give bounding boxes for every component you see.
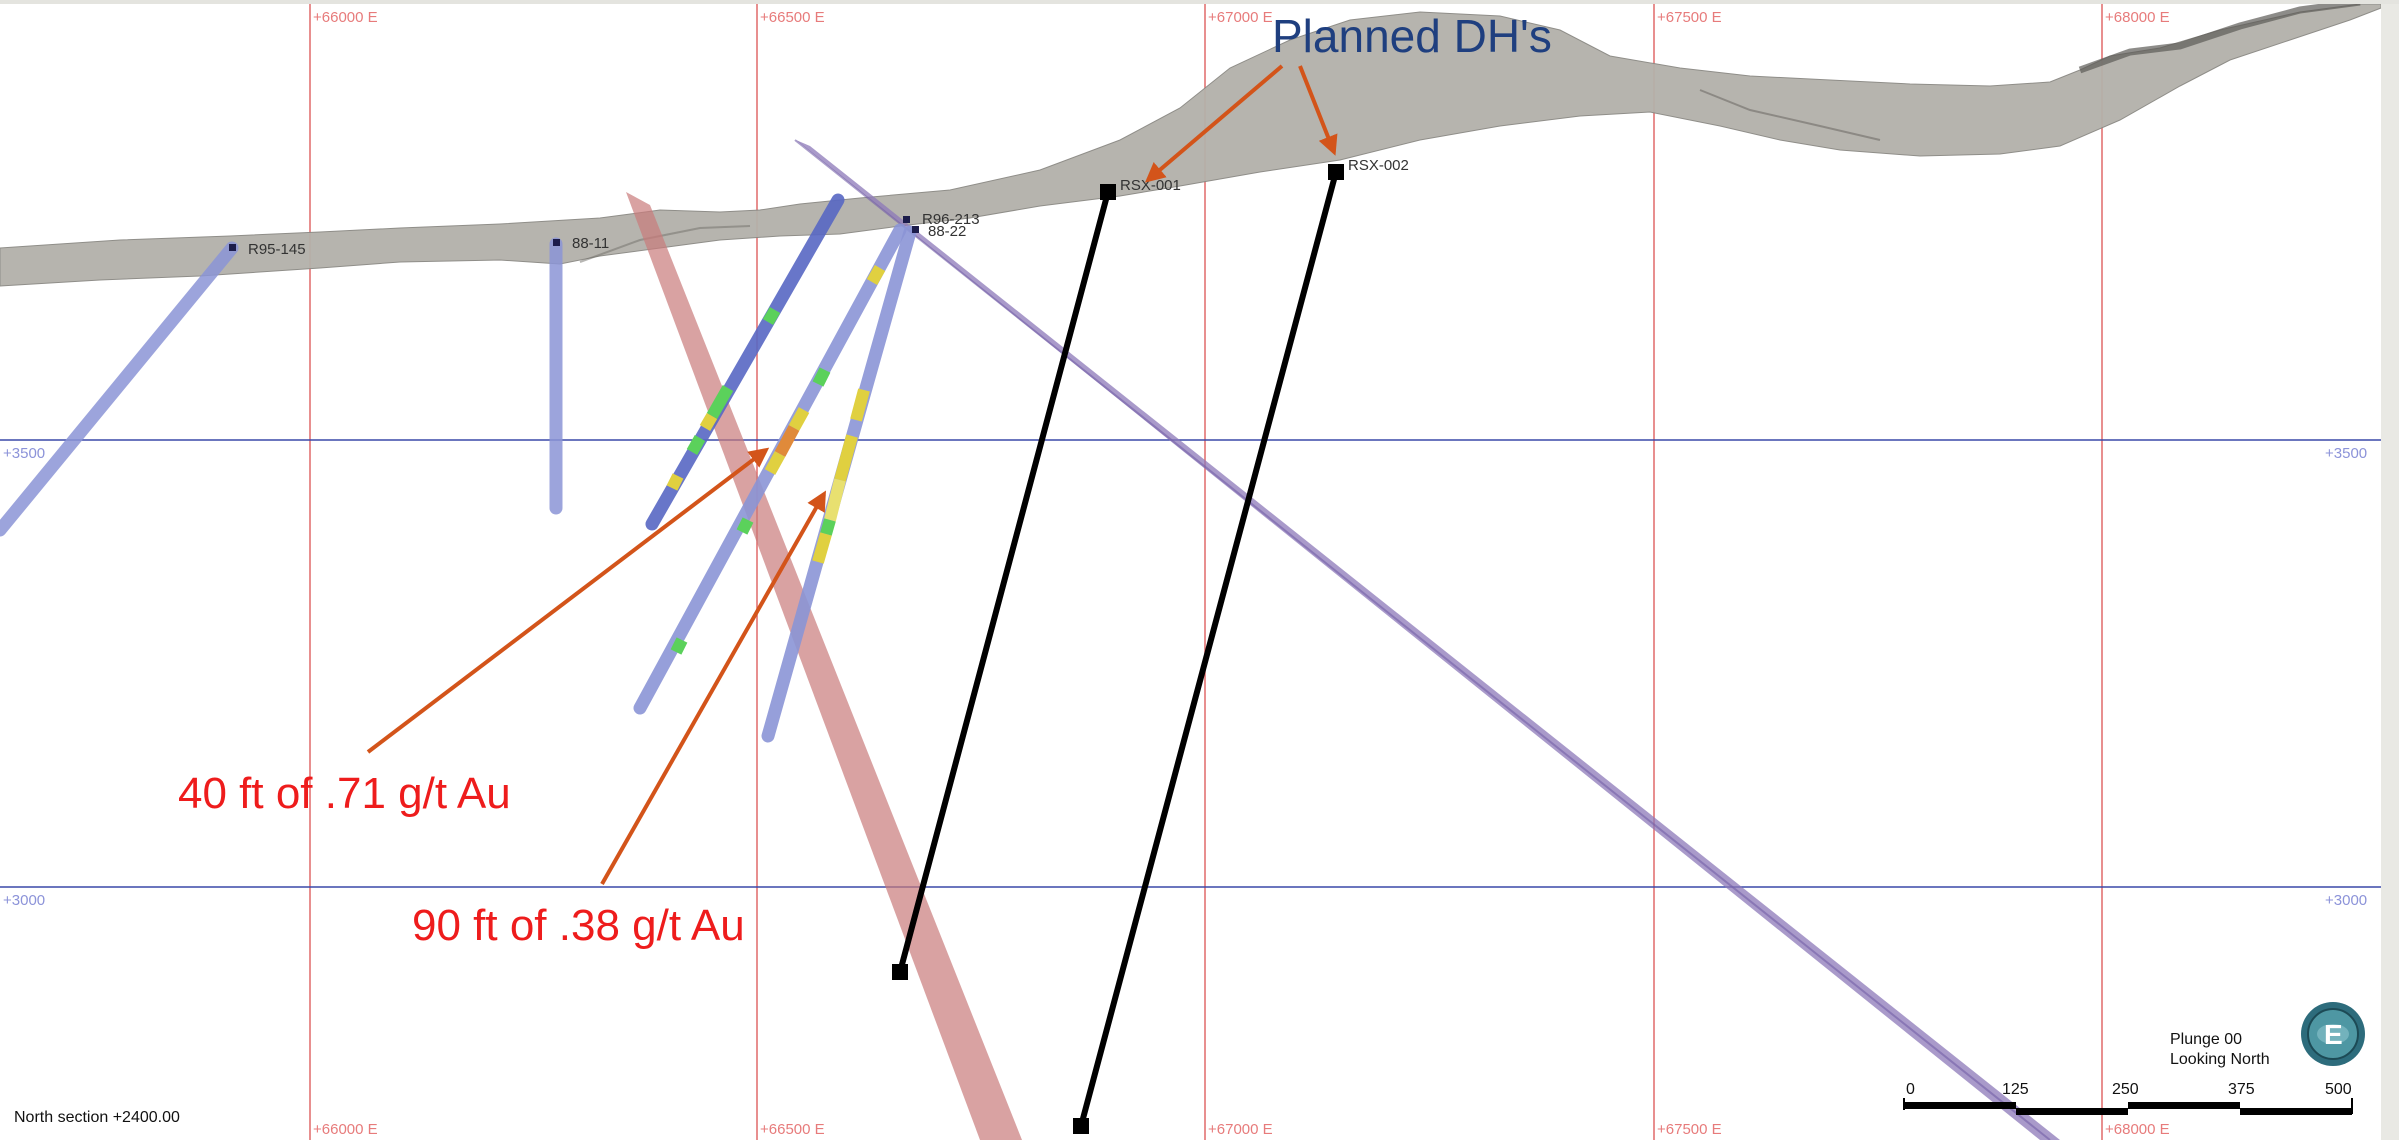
section-label: North section +2400.00 [14,1109,180,1126]
easting-bottom-68000: +68000 E [2105,1121,2170,1138]
direction-label: Looking North [2170,1051,2270,1068]
planned-collar-rsx-002 [1328,164,1344,180]
planned-toe-rsx-002 [1073,1118,1089,1134]
scale-tick-125: 125 [2002,1081,2029,1098]
easting-bottom-66000: +66000 E [313,1121,378,1138]
label-rsx-002: RSX-002 [1348,157,1409,174]
easting-top-66500: +66500 E [760,9,825,26]
label-r95-145: R95-145 [248,241,306,258]
planned-toe-rsx-001 [892,964,908,980]
easting-top-67000: +67000 E [1208,9,1273,26]
label-88-11: 88-11 [572,235,609,252]
view-orientation: Plunge 00 Looking North [2170,1031,2270,1068]
existing-drillholes [0,200,919,736]
fault-red [626,192,1022,1140]
scale-tick-500: 500 [2325,1081,2352,1098]
compass-letter: E [2324,1019,2343,1050]
easting-bottom-67000: +67000 E [1208,1121,1273,1138]
elevation-right-3500: +3500 [2325,445,2367,462]
easting-top-68000: +68000 E [2105,9,2170,26]
window-frame-right [2381,0,2399,1140]
elevation-right-3000: +3000 [2325,892,2367,909]
planned-hole-rsx-001 [900,192,1108,972]
drillhole-r95-145 [0,248,232,530]
plunge-label: Plunge 00 [2170,1031,2242,1048]
intercept-label-1: 40 ft of .71 g/t Au [178,769,511,818]
arrow-intercept-2 [602,494,824,884]
planned-hole-rsx-002 [1081,172,1336,1126]
scale-tick-250: 250 [2112,1081,2139,1098]
compass-icon[interactable]: E [2301,1002,2365,1066]
elevation-left-3000: +3000 [3,892,45,909]
easting-bottom-66500: +66500 E [760,1121,825,1138]
fault-planes [626,140,2060,1140]
scale-tick-375: 375 [2228,1081,2255,1098]
window-frame-top [0,0,2399,4]
planned-dh-title: Planned DH's [1272,10,1552,62]
planned-collar-rsx-001 [1100,184,1116,200]
easting-top-66000: +66000 E [313,9,378,26]
scale-tick-0: 0 [1906,1081,1915,1098]
arrow-intercept-1 [368,450,766,752]
easting-bottom-67500: +67500 E [1657,1121,1722,1138]
label-88-22: 88-22 [928,223,966,240]
elevation-left-3500: +3500 [3,445,45,462]
scale-bar: 0 125 250 375 500 [1904,1081,2352,1115]
easting-top-67500: +67500 E [1657,9,1722,26]
intercept-label-2: 90 ft of .38 g/t Au [412,901,745,950]
